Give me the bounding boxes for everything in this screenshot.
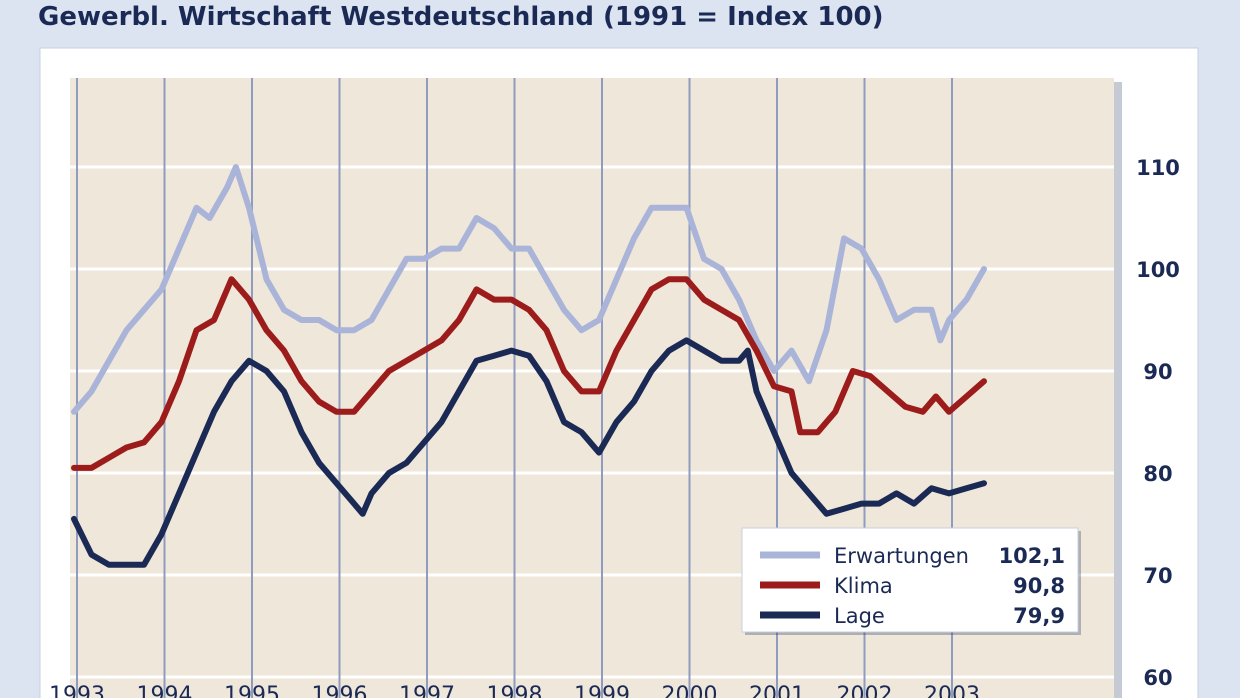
x-tick-label-1993: 1993 (49, 683, 105, 698)
x-tick-label-2000: 2000 (662, 683, 718, 698)
legend: Erwartungen 102,1 Klima 90,8 Lage 79,9 (741, 527, 1081, 635)
legend-value-lage: 79,9 (1013, 604, 1065, 628)
legend-label-erwartungen: Erwartungen (834, 544, 969, 568)
x-axis-ticks: 1993 1994 1995 1996 1997 1998 1999 2000 2001 2002… (49, 683, 980, 698)
y-axis-ticks: 60 70 80 90 100 110 (1136, 156, 1180, 690)
x-tick-label-1995: 1995 (224, 683, 280, 698)
legend-value-erwartungen: 102,1 (999, 544, 1065, 568)
x-tick-label-1996: 1996 (312, 683, 368, 698)
x-tick-label-2002: 2002 (837, 683, 893, 698)
legend-label-klima: Klima (834, 574, 893, 598)
x-tick-label-2001: 2001 (749, 683, 805, 698)
series-line-klima (71, 276, 987, 471)
y-tick-label-80: 80 (1143, 462, 1172, 486)
series-line-lage (71, 337, 987, 568)
x-tick-label-1997: 1997 (399, 683, 455, 698)
legend-value-klima: 90,8 (1013, 574, 1065, 598)
x-tick-label-2003: 2003 (924, 683, 980, 698)
y-tick-label-90: 90 (1143, 360, 1172, 384)
legend-label-lage: Lage (834, 604, 885, 628)
y-tick-label-60: 60 (1143, 666, 1172, 690)
y-tick-label-70: 70 (1143, 564, 1172, 588)
series-line-erwartungen (71, 164, 987, 415)
y-tick-label-110: 110 (1136, 156, 1180, 180)
y-tick-label-100: 100 (1136, 258, 1180, 282)
x-tick-label-1994: 1994 (137, 683, 193, 698)
series-lines (71, 164, 987, 568)
x-tick-label-1998: 1998 (487, 683, 543, 698)
x-tick-label-1999: 1999 (574, 683, 630, 698)
chart-title: Gewerbl. Wirtschaft Westdeutschland (199… (38, 2, 884, 32)
